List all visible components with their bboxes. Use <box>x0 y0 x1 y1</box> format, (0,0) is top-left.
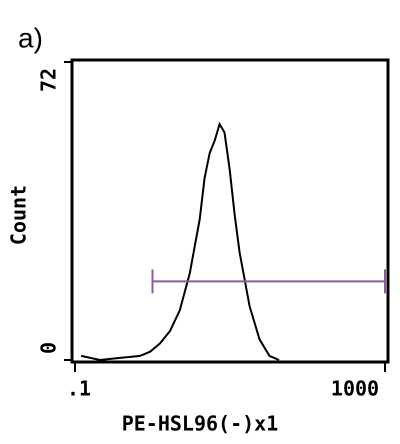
histogram-line <box>80 121 280 362</box>
panel-label: a) <box>18 22 43 53</box>
x-axis-label: PE-HSL96(-)x1 <box>122 412 279 436</box>
x-tick-label: 1000 <box>331 377 379 401</box>
y-tick-label: 0 <box>37 342 61 354</box>
y-axis-label: Count <box>7 185 31 245</box>
x-tick-label: .1 <box>67 377 91 401</box>
y-tick-label: 72 <box>37 68 61 92</box>
plot-frame <box>70 58 390 364</box>
